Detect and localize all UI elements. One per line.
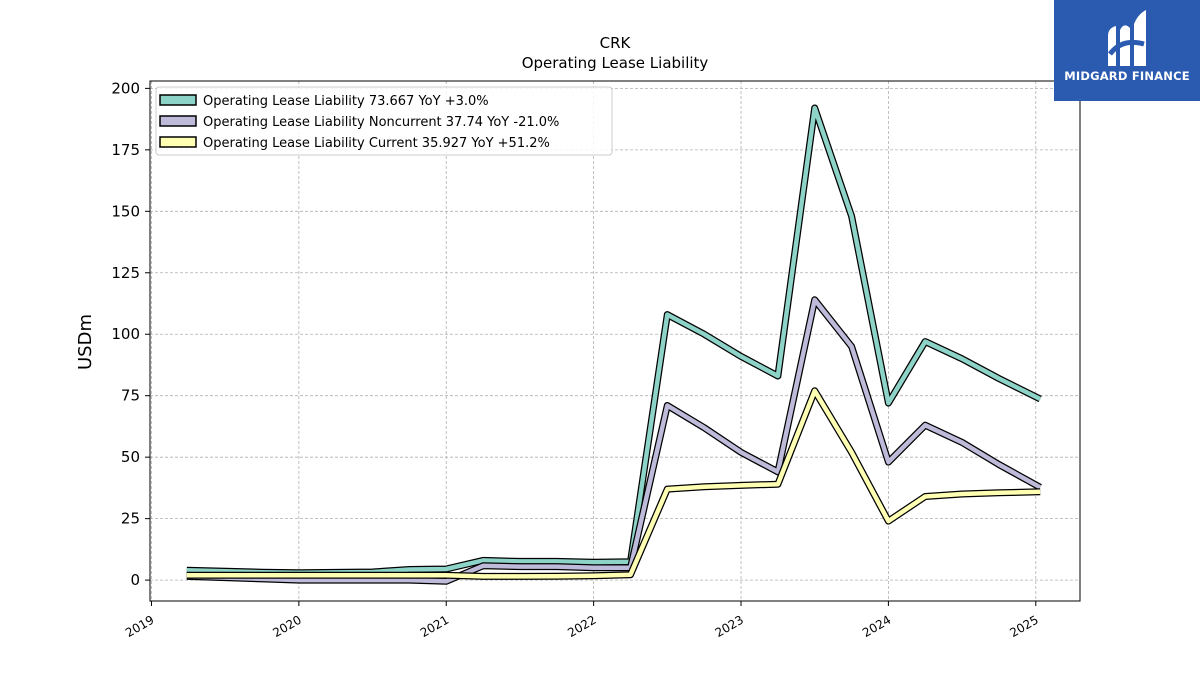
legend-box: [155, 86, 613, 156]
series-line-2: [186, 388, 1041, 579]
y-tick-label: 0: [130, 571, 140, 589]
series-outline-2: [186, 387, 1041, 580]
x-tick-label: 2023: [713, 613, 746, 640]
x-tick-label: 2019: [123, 613, 156, 640]
y-tick-label: 50: [121, 448, 140, 466]
legend-swatch: [159, 94, 197, 106]
grid: [150, 81, 1080, 601]
y-tick-label: 125: [111, 264, 140, 282]
series-line-1: [186, 297, 1042, 584]
logo-text: MIDGARD FINANCE: [1064, 69, 1190, 83]
chart-title: CRK: [600, 34, 632, 52]
y-tick-label: 175: [111, 141, 140, 159]
x-tick-label: 2022: [565, 613, 598, 640]
series-line-0: [186, 105, 1042, 575]
series-lines: [186, 104, 1042, 585]
logo-mark-icon: [1108, 10, 1146, 66]
y-tick-label: 25: [121, 510, 140, 528]
brand-logo: MIDGARD FINANCE: [1054, 0, 1200, 101]
legend-swatch: [159, 136, 197, 148]
legend-entry: Operating Lease Liability Noncurrent 37.…: [203, 115, 559, 130]
legend-entry: Operating Lease Liability Current 35.927…: [203, 136, 550, 151]
x-tick-label: 2025: [1007, 613, 1040, 640]
y-tick-label: 200: [111, 79, 140, 97]
x-tick-label: 2021: [418, 613, 451, 640]
legend-swatch: [159, 115, 197, 127]
y-tick-label: 150: [111, 202, 140, 220]
y-tick-label: 100: [111, 325, 140, 343]
chart-subtitle: Operating Lease Liability: [522, 54, 709, 72]
y-axis-label: USDm: [75, 314, 96, 370]
legend-entry: Operating Lease Liability 73.667 YoY +3.…: [203, 94, 489, 109]
axis-ticks: 0 25 50 75 100 125 150 175 200 2019 2020 2021 2022 20…: [111, 79, 1040, 640]
x-tick-label: 2024: [860, 613, 893, 640]
y-tick-label: 75: [121, 387, 140, 405]
plot-frame: [149, 80, 1081, 602]
x-tick-label: 2020: [270, 613, 303, 640]
legend: Operating Lease Liability 73.667 YoY +3.…: [155, 86, 613, 156]
